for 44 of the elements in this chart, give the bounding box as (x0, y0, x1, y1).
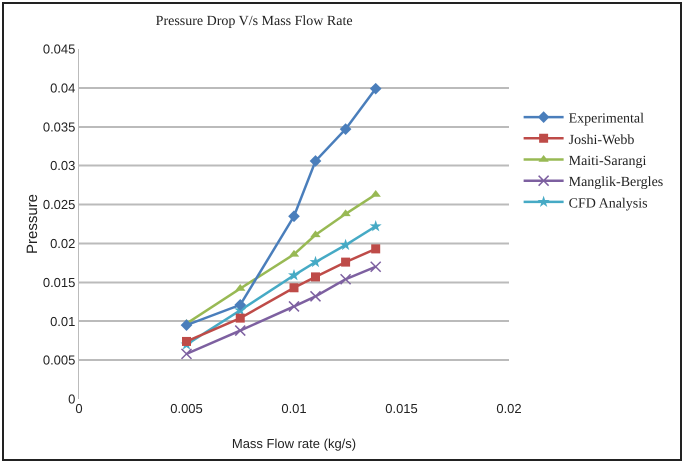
point (370, 82, 382, 95)
point (290, 283, 298, 292)
y-axis-title: Pressure (24, 194, 41, 254)
x-tick-label: 0.015 (385, 401, 418, 416)
point (340, 238, 352, 250)
y-tick-label: 0.04 (50, 80, 76, 96)
point (341, 258, 350, 267)
point (182, 336, 191, 346)
point (340, 273, 352, 285)
point (288, 300, 300, 312)
y-tick-label: 0.015 (42, 274, 76, 290)
y-tick-label: 0.005 (42, 352, 76, 368)
point (370, 261, 382, 273)
legend-label: Manglik-Bergles (568, 175, 664, 190)
legend-label: Joshi-Webb (568, 132, 634, 148)
legend-label: Experimental (568, 112, 644, 127)
point (370, 190, 381, 197)
y-tick-label: 0.02 (50, 236, 76, 251)
legend-label: Maiti-Sarangi (568, 154, 646, 169)
point (311, 272, 320, 282)
point (310, 290, 322, 302)
point (180, 319, 192, 331)
point (310, 256, 322, 268)
point (288, 210, 300, 222)
y-tick-label: 0.025 (42, 197, 76, 212)
y-tick-label: 0.01 (50, 314, 76, 329)
point (234, 324, 246, 336)
legend-label: CFD Analysis (568, 196, 648, 212)
x-tick-label: 0.005 (170, 401, 203, 416)
point (370, 220, 382, 232)
chart-title: Pressure Drop V/s Mass Flow Rate (156, 14, 353, 30)
y-tick-label: 0.03 (50, 158, 76, 174)
point (288, 269, 300, 280)
x-axis-title: Mass Flow rate (kg/s) (232, 436, 356, 451)
x-tick-label: 0.02 (496, 401, 522, 416)
point (180, 348, 192, 360)
point (236, 314, 245, 323)
point (371, 244, 380, 254)
y-tick-label: 0.045 (42, 42, 76, 57)
x-tick-label: 0.01 (281, 401, 307, 416)
point (340, 123, 352, 135)
y-tick-label: 0.035 (42, 119, 76, 134)
point (234, 299, 246, 311)
point (310, 155, 322, 167)
